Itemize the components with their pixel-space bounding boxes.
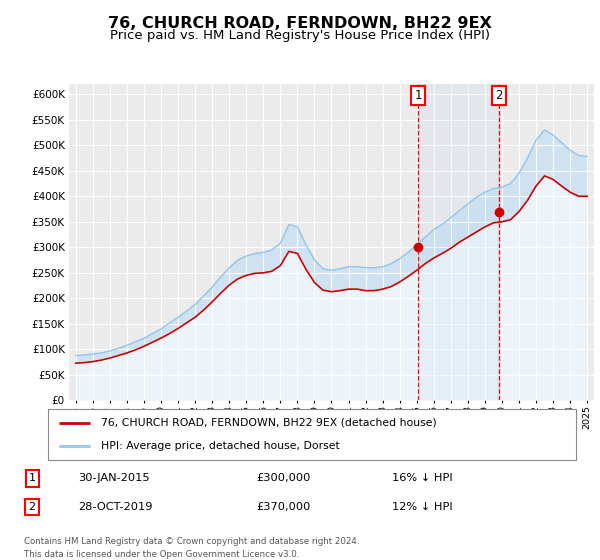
Text: 16% ↓ HPI: 16% ↓ HPI [392, 473, 453, 483]
Text: HPI: Average price, detached house, Dorset: HPI: Average price, detached house, Dors… [101, 441, 340, 451]
Text: 76, CHURCH ROAD, FERNDOWN, BH22 9EX: 76, CHURCH ROAD, FERNDOWN, BH22 9EX [108, 16, 492, 31]
Text: 2: 2 [29, 502, 36, 512]
Text: £370,000: £370,000 [257, 502, 311, 512]
FancyBboxPatch shape [48, 409, 576, 460]
Text: 1: 1 [415, 88, 422, 102]
Text: 76, CHURCH ROAD, FERNDOWN, BH22 9EX (detached house): 76, CHURCH ROAD, FERNDOWN, BH22 9EX (det… [101, 418, 437, 428]
Text: 30-JAN-2015: 30-JAN-2015 [78, 473, 150, 483]
Text: 28-OCT-2019: 28-OCT-2019 [78, 502, 153, 512]
Text: Price paid vs. HM Land Registry's House Price Index (HPI): Price paid vs. HM Land Registry's House … [110, 29, 490, 42]
Text: This data is licensed under the Open Government Licence v3.0.: This data is licensed under the Open Gov… [23, 549, 299, 558]
Text: Contains HM Land Registry data © Crown copyright and database right 2024.: Contains HM Land Registry data © Crown c… [23, 536, 359, 545]
Bar [418, 84, 499, 400]
Text: £300,000: £300,000 [257, 473, 311, 483]
Text: 2: 2 [496, 88, 503, 102]
Text: 12% ↓ HPI: 12% ↓ HPI [392, 502, 453, 512]
Text: 1: 1 [29, 473, 35, 483]
